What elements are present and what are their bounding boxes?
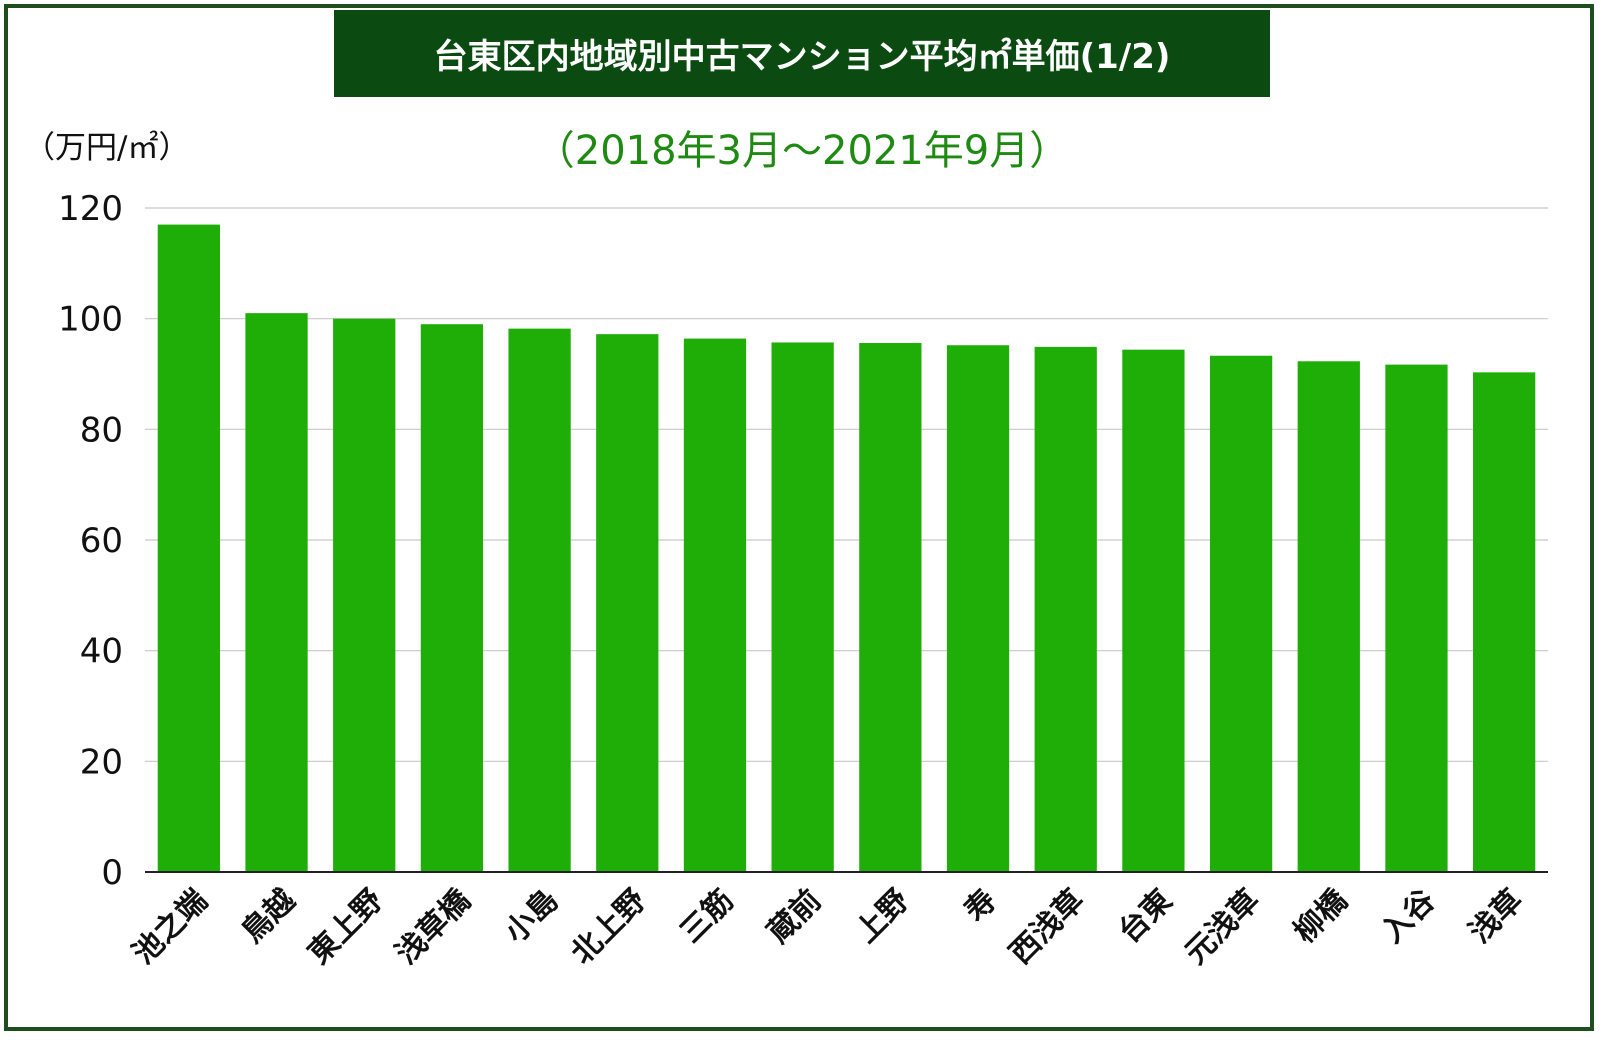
x-category-label: 上野 (849, 883, 916, 950)
bar (859, 343, 922, 873)
y-tick-label: 60 (80, 521, 123, 561)
bar (596, 334, 659, 872)
x-category-label: 蔵前 (761, 883, 828, 950)
chart-frame (4, 4, 1594, 1031)
bar (333, 318, 396, 873)
y-tick-label: 80 (80, 410, 123, 450)
y-tick-label: 20 (80, 742, 123, 782)
bar (771, 342, 834, 873)
x-category-label: 三筋 (673, 883, 740, 950)
x-category-label: 東上野 (301, 883, 389, 971)
y-axis-unit-label: （万円/㎡） (24, 130, 190, 166)
bar (1297, 361, 1360, 872)
bar (420, 324, 484, 872)
bar (1473, 372, 1536, 872)
chart-title: 台東区内地域別中古マンション平均㎡単価(1/2) (334, 10, 1270, 97)
bar (157, 224, 220, 873)
x-category-label: 寿 (958, 883, 1004, 929)
x-category-label: 鳥越 (235, 882, 303, 950)
x-category-label: 池之端 (126, 883, 214, 971)
bar (1209, 355, 1273, 872)
bar (508, 328, 571, 872)
x-category-label: 柳橋 (1287, 882, 1355, 950)
x-category-label: 浅草 (1463, 883, 1530, 950)
bar (245, 313, 308, 873)
bar (683, 338, 747, 872)
bar (1034, 346, 1097, 872)
y-tick-label: 100 (58, 300, 123, 340)
chart-subtitle: （2018年3月〜2021年9月） (534, 128, 1070, 174)
bars (157, 224, 1536, 873)
x-category-label: 小島 (498, 883, 565, 950)
bar (1385, 364, 1448, 872)
bar (1122, 349, 1185, 872)
y-tick-label: 40 (80, 632, 123, 672)
y-tick-label: 120 (58, 189, 123, 229)
x-category-label: 元浅草 (1178, 883, 1266, 971)
y-tick-label: 0 (101, 853, 123, 893)
x-category-label: 西浅草 (1003, 883, 1091, 971)
category-labels: 池之端 鳥越 東上野 浅草橋 小島 北上野 三筋 蔵前 上野寿西浅草 台東 元浅草 柳橋 入谷 浅草 (126, 882, 1530, 971)
x-category-label: 北上野 (565, 883, 653, 971)
x-category-label: 浅草橋 (389, 882, 478, 971)
x-category-label: 台東 (1112, 883, 1179, 950)
bar (946, 345, 1010, 872)
y-axis-ticks: 0 20 40 60 80 100 120 (58, 189, 123, 893)
x-category-label: 入谷 (1375, 883, 1442, 950)
